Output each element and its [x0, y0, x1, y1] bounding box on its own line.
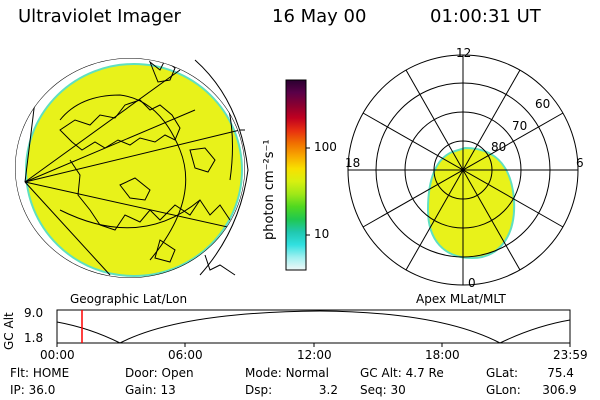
lat-label-80: 80 — [491, 140, 507, 154]
status-seq-label: Seq: — [360, 383, 387, 397]
timeline-x-tick-0600: 06:00 — [168, 348, 203, 362]
coastline — [154, 239, 176, 263]
status-filter-value: HOME — [32, 366, 70, 380]
colorbar-bar — [285, 79, 307, 271]
mlt-label-6: 6 — [576, 156, 584, 170]
status-gain: Gain: 13 — [125, 383, 176, 397]
auroral-oval — [426, 146, 516, 260]
status-mode-value: Normal — [285, 366, 329, 380]
status-glat-label: GLat: — [486, 366, 519, 380]
apex-panel-label: Apex MLat/MLT — [416, 292, 506, 306]
status-ip-value: 36.0 — [28, 383, 56, 397]
timeline-frame — [56, 309, 571, 344]
status-gain-value: 13 — [160, 383, 176, 397]
meridian-line — [24, 181, 111, 276]
geographic-image — [15, 58, 249, 278]
status-gc-alt-label: GC Alt: — [360, 366, 402, 380]
colorbar-tick-label-100: 100 — [314, 140, 337, 154]
time-label: 01:00:31 UT — [430, 6, 541, 27]
timeline-y-tick-1-8: 1.8 — [24, 331, 44, 345]
polar-plot — [347, 54, 579, 286]
status-glon: GLon: 306.9 — [486, 383, 577, 397]
polar-spoke — [362, 112, 564, 228]
coastline — [119, 177, 151, 201]
latitude-line — [59, 94, 187, 261]
status-glat-value: 75.4 — [547, 366, 574, 380]
status-mode: Mode: Normal — [245, 366, 329, 380]
status-filter-label: Flt: — [10, 366, 29, 380]
status-glon-label: GLon: — [486, 383, 521, 397]
mlt-label-18: 18 — [345, 156, 361, 170]
instrument-title: Ultraviolet Imager — [18, 6, 181, 27]
mlt-label-0: 0 — [468, 276, 476, 290]
meridian-line — [24, 181, 245, 233]
globe-limb — [194, 59, 249, 276]
timeline-x-tick-0000: 00:00 — [40, 348, 75, 362]
colorbar — [285, 79, 310, 271]
status-ip: IP: 36.0 — [10, 383, 55, 397]
status-gc-alt: GC Alt: 4.7 Re — [360, 366, 444, 380]
status-seq: Seq: 30 — [360, 383, 406, 397]
coastline — [59, 99, 181, 151]
status-filter: Flt: HOME — [10, 366, 69, 380]
date-label: 16 May 00 — [272, 6, 367, 27]
colorbar-unit-label: photon cm⁻²s⁻¹ — [262, 139, 277, 240]
timeline-plot — [56, 309, 571, 347]
coastline — [189, 147, 216, 173]
geographic-panel-label: Geographic Lat/Lon — [70, 292, 188, 306]
meridian-line — [24, 69, 181, 183]
timeline-x-tick-1200: 12:00 — [297, 348, 332, 362]
status-dsp-value: 3.2 — [318, 383, 338, 397]
lat-label-60: 60 — [535, 97, 551, 111]
meridian-line — [24, 109, 196, 183]
coastline — [69, 159, 231, 231]
status-dsp: Dsp: 3.2 — [245, 383, 338, 397]
status-mode-label: Mode: — [245, 366, 282, 380]
colorbar-tick-label-10: 10 — [314, 227, 330, 241]
status-dsp-label: Dsp: — [245, 383, 273, 397]
orbit-altitude-curve — [56, 310, 571, 344]
lat-label-70: 70 — [512, 119, 528, 133]
status-door: Door: Open — [125, 366, 194, 380]
coastline — [204, 254, 236, 276]
coastline — [148, 59, 176, 83]
mlt-label-12: 12 — [456, 46, 472, 60]
status-gain-label: Gain: — [125, 383, 157, 397]
timeline-x-tick-1800: 18:00 — [425, 348, 460, 362]
timeline-y-axis-label: GC Alt — [2, 312, 16, 350]
status-seq-value: 30 — [390, 383, 406, 397]
timeline-y-tick-9: 9.0 — [24, 306, 44, 320]
status-gc-alt-value: 4.7 Re — [405, 366, 444, 380]
status-door-value: Open — [161, 366, 194, 380]
meridian-line — [24, 129, 241, 183]
status-glat: GLat: 75.4 — [486, 366, 574, 380]
status-door-label: Door: — [125, 366, 158, 380]
status-ip-label: IP: — [10, 383, 25, 397]
latitude-line — [59, 199, 201, 229]
timeline-x-tick-2359: 23:59 — [553, 348, 588, 362]
status-glon-value: 306.9 — [542, 383, 577, 397]
